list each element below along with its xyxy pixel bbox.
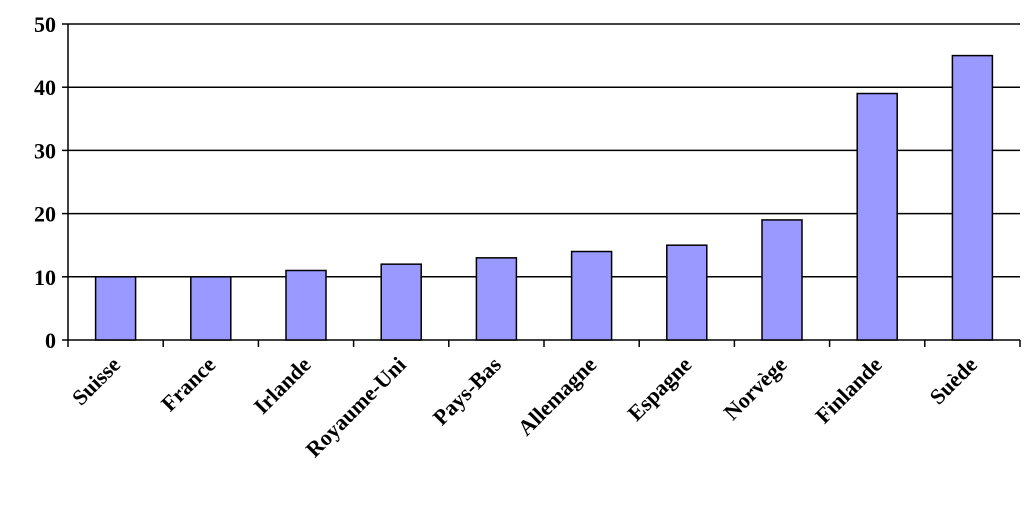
y-tick-label: 0 (45, 328, 56, 353)
bar-0 (94, 276, 137, 341)
y-tick-label: 50 (34, 12, 56, 37)
y-tick-label: 20 (34, 202, 56, 227)
bar-5 (570, 250, 613, 341)
bar-7 (761, 219, 803, 341)
x-tick-label: Norvège (719, 352, 792, 425)
x-tick-label: Suisse (67, 352, 125, 410)
bar-9 (951, 54, 994, 341)
bar-2 (285, 269, 327, 341)
y-tick-label: 40 (34, 75, 56, 100)
x-tick-label: France (156, 352, 220, 416)
bar-1 (190, 276, 232, 341)
bar-6 (666, 244, 708, 341)
y-tick-label: 10 (34, 265, 56, 290)
bar-4 (475, 257, 518, 341)
x-tick-label: Pays-Bas (428, 352, 506, 430)
bar-3 (380, 263, 422, 341)
x-tick-label: Finlande (810, 352, 887, 429)
y-tick-label: 30 (34, 138, 56, 163)
x-tick-label: Irlande (249, 352, 316, 419)
x-tick-label: Allemagne (513, 352, 602, 441)
bar-8 (856, 92, 898, 341)
x-tick-label: Suède (924, 352, 982, 410)
x-tick-label: Royaume-Uni (301, 352, 411, 462)
x-tick-label: Espagne (622, 352, 696, 426)
